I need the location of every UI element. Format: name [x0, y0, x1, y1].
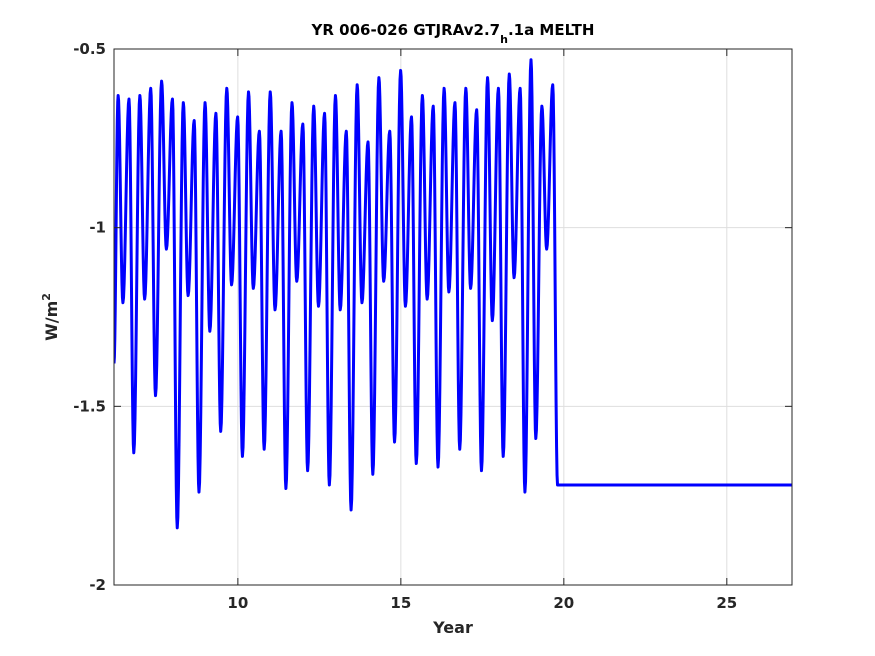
y-tick-label: -2 — [89, 576, 106, 594]
y-axis-label: W/m2 — [40, 293, 61, 341]
series-group — [114, 58, 792, 530]
title-rest: .1a MELTH — [508, 21, 595, 39]
title-main: YR 006-026 GTJRAv2.7 — [311, 21, 501, 39]
y-label-main: W/m — [42, 301, 61, 341]
x-tick-label: 15 — [390, 594, 411, 612]
melth-series-line — [114, 58, 792, 530]
y-tick-label: -1 — [89, 219, 106, 237]
y-tick-label: -0.5 — [73, 40, 106, 58]
y-tick-label: -1.5 — [73, 397, 106, 415]
x-axis-label: Year — [432, 618, 473, 637]
x-tick-label: 20 — [553, 594, 574, 612]
x-tick-label: 25 — [716, 594, 737, 612]
ticks — [114, 48, 792, 586]
title-subscript: h — [500, 33, 508, 46]
axes-box — [113, 48, 793, 586]
y-label-superscript: 2 — [40, 293, 53, 301]
tick-labels: 10 15 20 25 -0.5 -1 -1.5 -2 — [73, 40, 737, 612]
x-tick-label: 10 — [227, 594, 248, 612]
chart-title: YR 006-026 GTJRAv2.7h.1a MELTH — [311, 21, 595, 46]
